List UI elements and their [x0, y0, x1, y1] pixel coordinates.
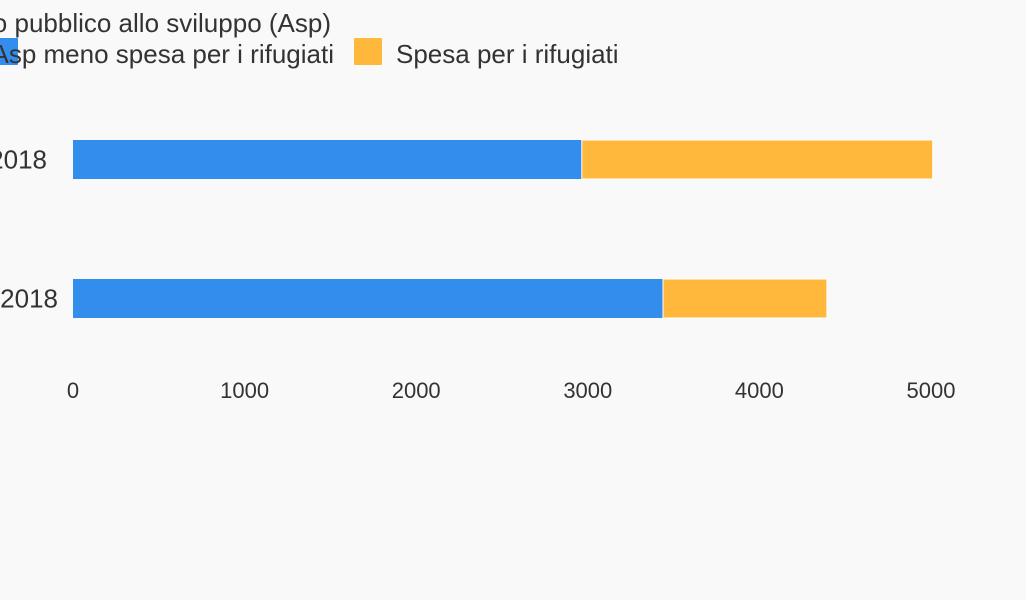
- legend-swatch-asp-net: [0, 38, 18, 65]
- bar-segment-asp-net: [73, 279, 663, 318]
- bar-segment-asp-net: [73, 140, 582, 179]
- bar-segment-refugee-costs: [662, 278, 828, 319]
- x-tick-label: 3000: [563, 378, 612, 403]
- x-tick-label: 0: [67, 378, 79, 403]
- legend-title: Aiuto pubblico allo sviluppo (Asp): [0, 8, 331, 38]
- category-label: 2018: [0, 145, 47, 175]
- legend-label-refugee-costs: Spesa per i rifugiati: [396, 39, 619, 69]
- x-tick-label: 5000: [907, 378, 956, 403]
- category-label: 2018: [0, 284, 58, 314]
- plot-area: 2018 2018 0 1000 2000 3000 4000 5000: [0, 139, 956, 403]
- legend-label-asp-net: Asp meno spesa per i rifugiati: [0, 39, 334, 69]
- x-tick-label: 2000: [392, 378, 441, 403]
- bar-segment-refugee-costs: [581, 139, 934, 180]
- legend-swatch-refugee-costs: [354, 38, 382, 65]
- x-tick-label: 4000: [735, 378, 784, 403]
- x-tick-label: 1000: [220, 378, 269, 403]
- legend: Aiuto pubblico allo sviluppo (Asp) Asp m…: [0, 8, 619, 69]
